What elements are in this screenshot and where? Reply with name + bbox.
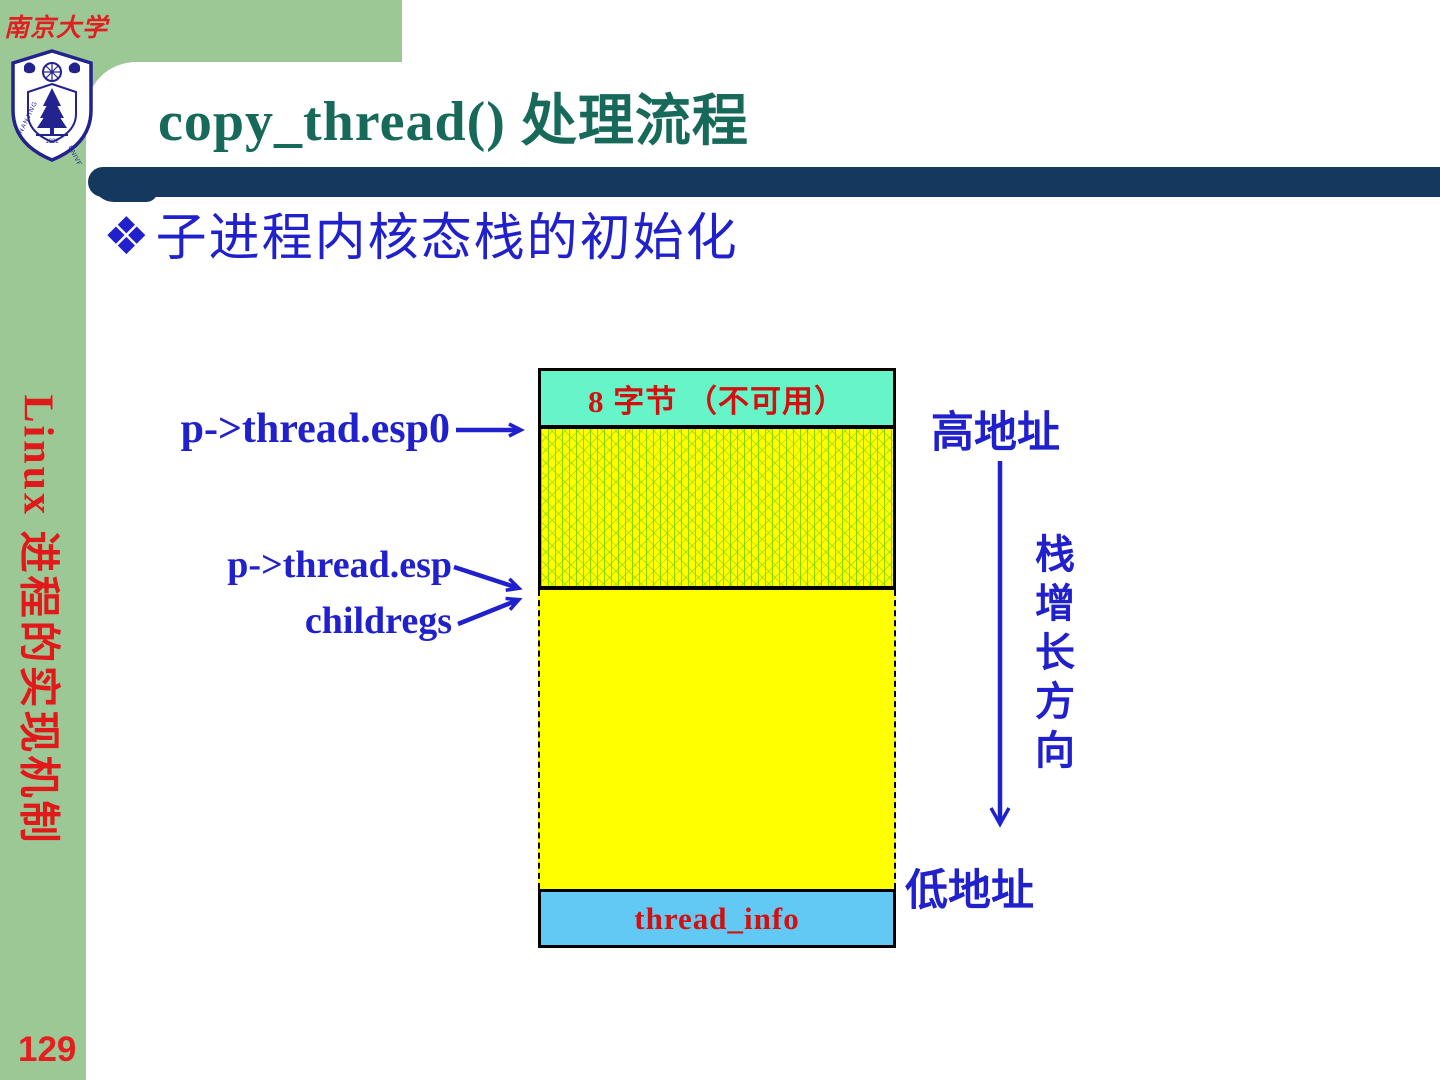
stack-segment-free bbox=[538, 590, 896, 889]
page-title: copy_thread() 处理流程 bbox=[158, 91, 749, 153]
emblem-ring-text-right: UNIVERSITY bbox=[66, 145, 93, 164]
label-stack-growth-direction: 栈增长方向 bbox=[1029, 533, 1073, 778]
label-thread-esp0: p->thread.esp0 bbox=[180, 406, 450, 452]
title-underline-bar-tail bbox=[92, 180, 158, 202]
university-logo: 南京大学 1902 NANJING UNIVERSITY bbox=[4, 8, 109, 164]
emblem-year: 1902 bbox=[45, 139, 59, 145]
sidebar bbox=[0, 0, 86, 1080]
bullet-text: 子进程内核态栈的初始化 bbox=[155, 211, 739, 267]
stack-segment-saved-regs bbox=[538, 429, 896, 590]
stack-segment-thread-info: thread_info bbox=[538, 889, 896, 948]
sidebar-course-title: Linux 进程的实现机制 bbox=[14, 394, 61, 846]
lion-icon-left bbox=[24, 62, 36, 74]
label-childregs: childregs bbox=[304, 600, 452, 642]
label-high-address: 高地址 bbox=[931, 409, 1060, 457]
thread-info-label: thread_info bbox=[634, 900, 800, 936]
unusable-label: 8 字节 （不可用） bbox=[588, 383, 846, 419]
label-thread-esp: p->thread.esp bbox=[227, 544, 452, 586]
kernel-stack-diagram: 8 字节 （不可用） thread_info bbox=[538, 368, 896, 948]
university-script-name: 南京大学 bbox=[4, 15, 109, 42]
bullet-diamond-icon: ❖ bbox=[103, 207, 150, 267]
lion-icon-right bbox=[68, 62, 80, 74]
stack-segment-unusable: 8 字节 （不可用） bbox=[538, 368, 896, 429]
label-low-address: 低地址 bbox=[905, 867, 1034, 915]
page-number: 129 bbox=[18, 1030, 77, 1069]
university-emblem-icon: 1902 NANJING UNIVERSITY bbox=[11, 49, 93, 164]
title-underline-bar bbox=[88, 167, 1440, 197]
bullet-line: ❖ 子进程内核态栈的初始化 bbox=[103, 206, 739, 272]
